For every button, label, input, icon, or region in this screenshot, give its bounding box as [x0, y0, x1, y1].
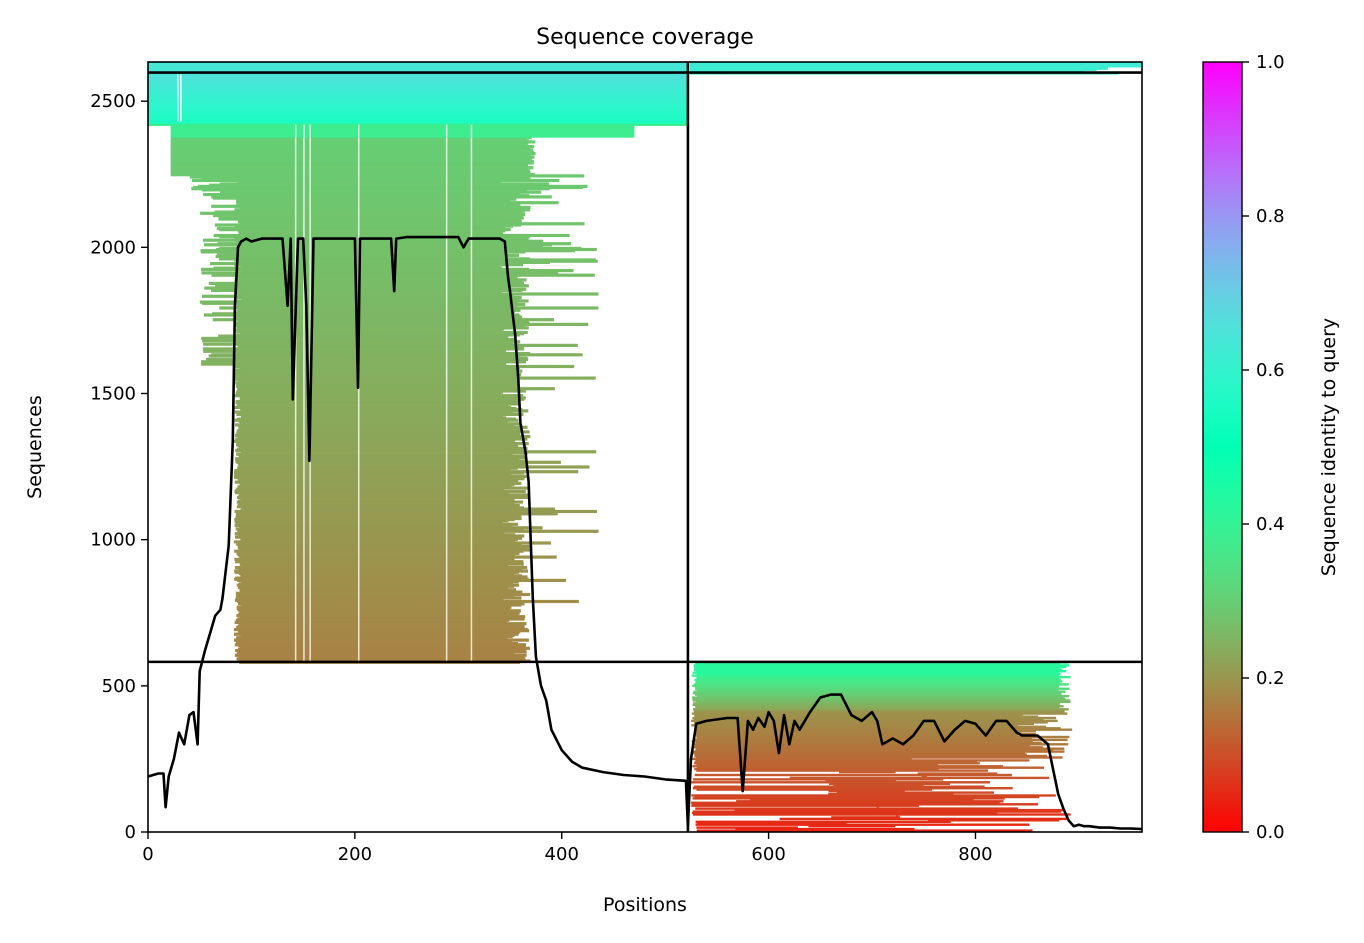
colorbar-tick-label: 0.0	[1256, 822, 1285, 843]
colorbar-tick-label: 1.0	[1256, 52, 1285, 73]
colorbar	[1202, 61, 1243, 833]
heatmap-layer	[148, 62, 1142, 832]
plot-frame	[147, 61, 1143, 833]
y-axis-label: Sequences	[24, 395, 46, 499]
x-tick-label: 200	[338, 844, 372, 865]
y-tick-label: 500	[102, 676, 136, 697]
colorbar-label: Sequence identity to query	[1318, 318, 1340, 576]
colorbar-tick-label: 0.2	[1256, 668, 1285, 689]
x-axis: 0 200 400 600 800	[142, 832, 993, 865]
colorbar-tick-label: 0.8	[1256, 206, 1285, 227]
x-tick-label: 600	[751, 844, 785, 865]
y-tick-label: 2500	[90, 91, 136, 112]
segment-boundaries	[148, 62, 1142, 832]
x-tick-label: 0	[142, 844, 153, 865]
y-tick-label: 0	[125, 822, 136, 843]
colorbar-tick-label: 0.4	[1256, 514, 1285, 535]
chart-title: Sequence coverage	[536, 25, 754, 50]
y-tick-label: 2000	[90, 237, 136, 258]
x-tick-label: 800	[958, 844, 992, 865]
colorbar-tick-label: 0.6	[1256, 360, 1285, 381]
colorbar-axis: 0.0 0.2 0.4 0.6 0.8 1.0	[1242, 52, 1285, 843]
x-axis-label: Positions	[603, 894, 687, 916]
coverage-line	[148, 235, 1142, 831]
y-axis: 0 500 1000 1500 2000 2500	[90, 91, 148, 843]
y-tick-label: 1000	[90, 530, 136, 551]
y-tick-label: 1500	[90, 384, 136, 405]
x-tick-label: 400	[545, 844, 579, 865]
